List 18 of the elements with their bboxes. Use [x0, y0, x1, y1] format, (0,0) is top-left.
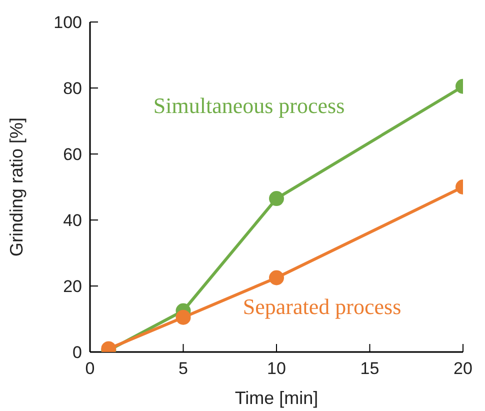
- series-label: Simultaneous process: [153, 92, 345, 118]
- series-label: Separated process: [242, 294, 402, 319]
- x-tick-label: 0: [85, 359, 95, 378]
- point: [269, 270, 284, 286]
- y-tick-label: 100: [54, 13, 82, 32]
- x-tick-label: 15: [360, 359, 380, 378]
- x-tick-label: 10: [267, 359, 286, 378]
- y-tick-label: 0: [72, 343, 82, 362]
- x-axis-title: Time [min]: [234, 388, 318, 408]
- y-tick-label: 20: [63, 277, 82, 296]
- point: [269, 191, 284, 206]
- y-tick-label: 80: [63, 79, 82, 98]
- x-tick-label: 5: [178, 359, 188, 378]
- point: [176, 310, 191, 325]
- y-tick-label: 60: [63, 145, 82, 164]
- x-tick-label: 20: [454, 359, 472, 378]
- y-tick-label: 40: [63, 211, 82, 230]
- y-axis-title: Grinding ratio [%]: [6, 117, 26, 257]
